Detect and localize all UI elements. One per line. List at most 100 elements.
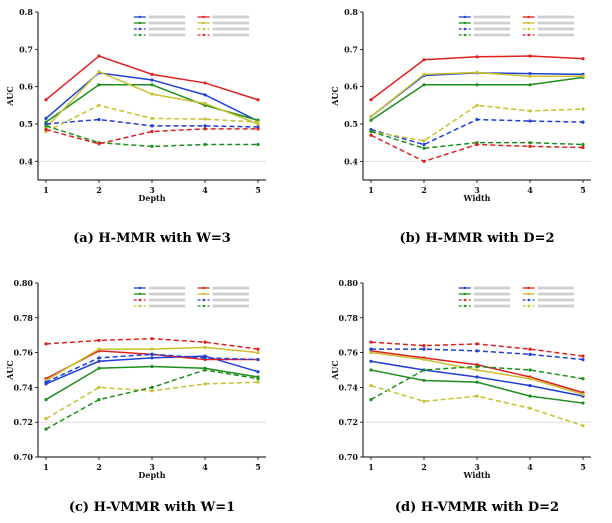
y-tick-label: 0.4 xyxy=(344,156,358,166)
data-point xyxy=(581,424,585,428)
y-tick-label: 0.8 xyxy=(344,7,358,17)
legend xyxy=(133,15,250,37)
data-point xyxy=(150,356,154,360)
x-tick-label: 2 xyxy=(96,462,102,472)
legend-text-placeholder xyxy=(148,304,186,308)
series-line-3 xyxy=(45,365,259,401)
legend-marker xyxy=(138,304,141,308)
x-tick-label: 5 xyxy=(580,462,586,472)
data-point xyxy=(256,370,260,374)
legend-text-placeholder xyxy=(473,21,511,25)
legend-text-placeholder xyxy=(148,33,186,37)
x-tick-label: 4 xyxy=(527,185,533,195)
y-tick-label: 0.78 xyxy=(339,313,359,323)
legend-text-placeholder xyxy=(537,286,575,290)
y-tick-label: 0.70 xyxy=(14,452,34,462)
data-point xyxy=(475,103,479,107)
x-tick-label: 1 xyxy=(43,185,49,195)
legend-marker xyxy=(527,298,530,302)
legend-marker xyxy=(138,27,141,31)
y-axis-label: AUC xyxy=(5,360,15,381)
data-point xyxy=(203,356,207,360)
panel-caption: (a) H-MMR with W=3 xyxy=(73,231,231,246)
legend-text-placeholder xyxy=(537,304,575,308)
legend-marker xyxy=(138,292,141,296)
y-tick-label: 0.70 xyxy=(339,452,359,462)
legend-text-placeholder xyxy=(473,286,511,290)
legend-text-placeholder xyxy=(537,298,575,302)
x-tick-label: 3 xyxy=(149,462,155,472)
series-line-8 xyxy=(370,384,584,427)
data-point xyxy=(150,72,154,76)
legend-text-placeholder xyxy=(148,21,186,25)
y-tick-label: 0.76 xyxy=(14,348,34,358)
x-axis-label: Width xyxy=(463,193,491,203)
data-point xyxy=(44,98,48,102)
legend-text-placeholder xyxy=(148,27,186,31)
legend-text-placeholder xyxy=(473,33,511,37)
series-line-8 xyxy=(45,128,258,145)
legend-text-placeholder xyxy=(473,304,511,308)
series-line-6 xyxy=(370,104,584,142)
data-point xyxy=(44,342,48,346)
legend-marker xyxy=(202,298,205,302)
data-point xyxy=(581,107,585,111)
data-point xyxy=(475,394,479,398)
legend-text-placeholder xyxy=(473,27,511,31)
data-point xyxy=(422,139,426,143)
legend-text-placeholder xyxy=(212,33,250,37)
data-point xyxy=(44,427,48,431)
y-axis-label: AUC xyxy=(330,86,340,107)
legend-text-placeholder xyxy=(473,298,511,302)
legend-marker xyxy=(202,304,205,308)
x-tick-label: 5 xyxy=(580,185,586,195)
data-point xyxy=(44,116,48,120)
data-point xyxy=(528,83,532,87)
data-point xyxy=(581,392,585,396)
x-tick-label: 4 xyxy=(202,462,208,472)
x-tick-label: 1 xyxy=(368,185,374,195)
legend-text-placeholder xyxy=(212,286,250,290)
series-line-3 xyxy=(370,369,584,404)
x-tick-label: 2 xyxy=(421,462,427,472)
legend-marker xyxy=(463,286,466,290)
y-tick-label: 0.78 xyxy=(14,313,34,323)
data-point xyxy=(528,74,532,78)
data-point xyxy=(475,380,479,384)
x-tick-label: 3 xyxy=(474,185,480,195)
y-tick-label: 0.80 xyxy=(14,278,34,288)
series-line-2 xyxy=(370,55,584,101)
data-point xyxy=(581,377,585,381)
data-point xyxy=(369,384,373,388)
legend-text-placeholder xyxy=(473,292,511,296)
chart-panel-2: 0.4 0.5 0.6 0.7 0.8 1 2 3 4 5 Width AUC (b) H-MMR wi… xyxy=(330,7,591,246)
data-point xyxy=(203,101,207,106)
legend-marker xyxy=(463,27,466,31)
data-point xyxy=(528,406,532,410)
x-tick-label: 2 xyxy=(421,185,427,195)
legend-text-placeholder xyxy=(473,15,511,19)
data-point xyxy=(369,129,373,134)
legend-marker xyxy=(138,286,141,290)
legend-marker xyxy=(202,292,205,296)
data-point xyxy=(369,397,373,402)
data-point xyxy=(422,344,426,348)
x-tick-label: 5 xyxy=(255,462,261,472)
data-point xyxy=(97,338,101,343)
data-point xyxy=(475,117,479,122)
data-point xyxy=(581,357,585,362)
data-point xyxy=(475,368,479,372)
legend-text-placeholder xyxy=(537,21,575,25)
data-point xyxy=(97,385,101,389)
data-point xyxy=(150,389,154,393)
data-point xyxy=(528,368,532,372)
legend-text-placeholder xyxy=(537,292,575,296)
data-point xyxy=(422,378,426,383)
data-point xyxy=(150,385,154,389)
legend-marker xyxy=(463,33,466,37)
series-line-7 xyxy=(45,125,258,148)
data-point xyxy=(150,92,154,96)
data-point xyxy=(581,354,585,358)
data-point xyxy=(150,144,154,148)
data-point xyxy=(97,356,101,360)
